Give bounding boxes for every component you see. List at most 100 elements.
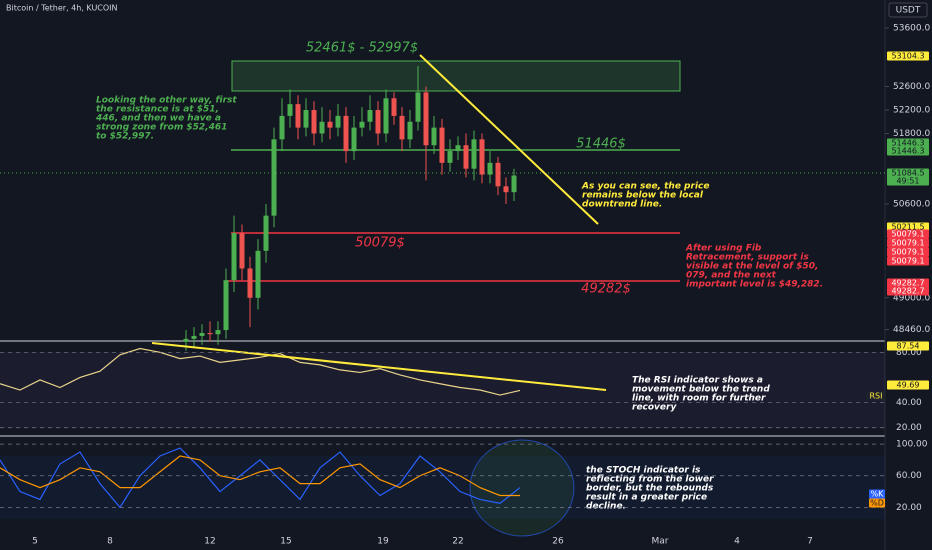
stoch-band	[0, 456, 885, 519]
rsi-band	[0, 352, 885, 428]
note-line: the STOCH indicator is	[586, 466, 701, 476]
candle-body	[439, 127, 445, 163]
candle-body	[335, 115, 341, 128]
price-tick-label: 52200.0	[893, 106, 930, 116]
candle-body	[479, 139, 485, 175]
time-label: 19	[377, 537, 389, 547]
price-tag-label: %D	[870, 499, 884, 508]
level-label: 40.00	[896, 398, 922, 408]
price-tag-label: 50211.5	[891, 223, 924, 232]
candle-body	[367, 110, 373, 122]
candle-body	[263, 215, 269, 251]
price-tag-label: RSI	[870, 392, 883, 401]
price-tag-label: 53104.3	[891, 52, 924, 61]
level-label: 100.00	[896, 440, 928, 450]
candle-body	[407, 121, 413, 140]
candle-body	[327, 121, 333, 128]
candle-body	[279, 115, 285, 140]
currency-button[interactable]	[888, 2, 928, 18]
price-tag	[887, 286, 929, 296]
candle-body	[455, 145, 461, 152]
candle-body	[391, 98, 397, 116]
price-tag-label: 50079.1	[891, 239, 924, 248]
time-label: 4	[734, 537, 740, 547]
price-tag-label: 49282.7	[891, 287, 924, 296]
note-line: After using Fib	[685, 244, 762, 254]
level-label: 20.00	[896, 423, 922, 433]
price-tick-label: 49000.0	[893, 293, 930, 303]
level-label: 80.00	[896, 348, 922, 358]
price-tag-label: 50079.1	[891, 257, 924, 266]
note-line: remains below the local	[582, 191, 704, 201]
candle-body	[231, 233, 237, 281]
support-label: 50079$	[355, 236, 405, 251]
level-label: 60.00	[896, 471, 922, 481]
price-tick-label: 51800.0	[893, 129, 930, 139]
candle-body	[295, 104, 301, 128]
note-line: movement below the trend	[632, 385, 770, 395]
note-line: As you can see, the price	[581, 182, 709, 192]
time-label: 12	[204, 537, 215, 547]
note-line: line, with room for further	[632, 394, 766, 404]
candle-body	[287, 104, 293, 116]
note-line: decline.	[586, 502, 626, 512]
candle-body	[319, 121, 325, 134]
candle-body	[343, 115, 349, 152]
candle-body	[351, 127, 357, 152]
candle-body	[239, 233, 245, 269]
candle-body	[207, 333, 213, 335]
note-line: important level is $49,282.	[686, 280, 823, 290]
candle-body	[423, 92, 429, 146]
candle-body	[447, 151, 453, 163]
time-label: 7	[807, 537, 813, 547]
price-tag	[887, 168, 929, 178]
candle-body	[383, 98, 389, 134]
candle-body	[463, 145, 469, 169]
price-tag	[887, 222, 929, 232]
candle-body	[471, 139, 477, 169]
price-tag	[887, 256, 929, 266]
note-line: strong zone from $52,461	[96, 123, 227, 133]
indicator-line	[0, 447, 521, 509]
plot	[0, 66, 521, 509]
candle-body	[487, 162, 493, 175]
note-line: 446, and then we have a	[95, 114, 221, 124]
price-tag	[887, 176, 929, 186]
note-line: downtrend line.	[582, 200, 662, 210]
note-line: 079, and the next	[686, 271, 777, 281]
price-tick-label: 50600.0	[893, 199, 930, 209]
price-tag	[869, 498, 885, 508]
candle-body	[495, 162, 501, 187]
currency-label[interactable]: USDT	[896, 6, 921, 16]
axes: 53600.0 52600.0 52200.0 51800.0 50600.0 49000…	[0, 23, 930, 547]
indicator-line	[0, 347, 521, 396]
note-line: to $52,997.	[96, 132, 154, 142]
price-tag	[869, 489, 885, 499]
candle-body	[255, 250, 261, 298]
note-line: the resistance is at $51,	[96, 105, 219, 115]
resistance-label: 51446$	[576, 137, 626, 152]
price-tag-label: 51084.5	[891, 169, 924, 178]
candle-body	[303, 110, 309, 128]
price-tag	[887, 138, 929, 148]
price-tag-label: 50079.1	[891, 248, 924, 257]
candle-body	[191, 335, 197, 339]
price-tag	[887, 380, 929, 390]
candle-body	[399, 115, 405, 140]
price-tag	[887, 278, 929, 288]
time-label: 26	[552, 537, 564, 547]
price-tag-label: 51446.3	[891, 139, 924, 148]
price-tag-label: %K	[871, 490, 885, 499]
price-tick-label: 52600.0	[893, 82, 930, 92]
zone-label: 52461$ - 52997$	[306, 41, 418, 56]
note-line: recovery	[632, 403, 677, 413]
price-tag-label: 49:51	[896, 177, 919, 186]
time-label: Mar	[652, 537, 669, 547]
price-tag-label: 51446.3	[891, 147, 924, 156]
candle-body	[415, 92, 421, 122]
note-line: Retracement, support is	[686, 253, 809, 263]
price-tick-label: 53600.0	[893, 23, 930, 33]
candle-body	[271, 139, 277, 216]
candle-body	[503, 186, 509, 193]
